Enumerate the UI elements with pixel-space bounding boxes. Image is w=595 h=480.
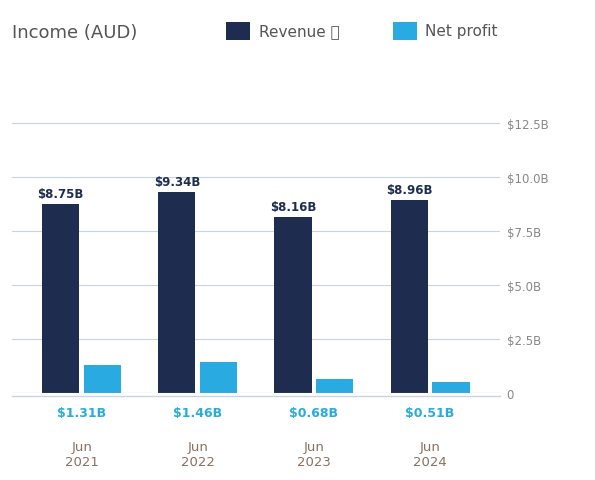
Text: $8.75B: $8.75B: [37, 188, 84, 201]
Text: Jun
2022: Jun 2022: [181, 440, 215, 468]
Text: $8.16B: $8.16B: [270, 201, 316, 214]
Text: Jun
2024: Jun 2024: [413, 440, 447, 468]
Bar: [274, 217, 312, 394]
Text: Jun
2021: Jun 2021: [65, 440, 99, 468]
Text: $0.68B: $0.68B: [289, 406, 339, 420]
Text: $8.96B: $8.96B: [386, 183, 433, 196]
Bar: [42, 205, 79, 394]
Bar: [84, 365, 121, 394]
Text: $1.46B: $1.46B: [173, 406, 223, 420]
Text: Income (AUD): Income (AUD): [12, 24, 137, 42]
Bar: [390, 200, 428, 394]
Bar: [317, 379, 353, 394]
Text: Jun
2023: Jun 2023: [297, 440, 331, 468]
Text: $0.51B: $0.51B: [405, 406, 455, 420]
Bar: [158, 192, 195, 394]
FancyBboxPatch shape: [226, 23, 250, 41]
Text: $1.31B: $1.31B: [57, 406, 106, 420]
FancyBboxPatch shape: [393, 23, 416, 41]
Text: Revenue ⓘ: Revenue ⓘ: [259, 24, 340, 39]
Bar: [200, 362, 237, 394]
Text: Net profit: Net profit: [425, 24, 498, 39]
Text: $9.34B: $9.34B: [154, 175, 200, 188]
Bar: [433, 383, 469, 394]
